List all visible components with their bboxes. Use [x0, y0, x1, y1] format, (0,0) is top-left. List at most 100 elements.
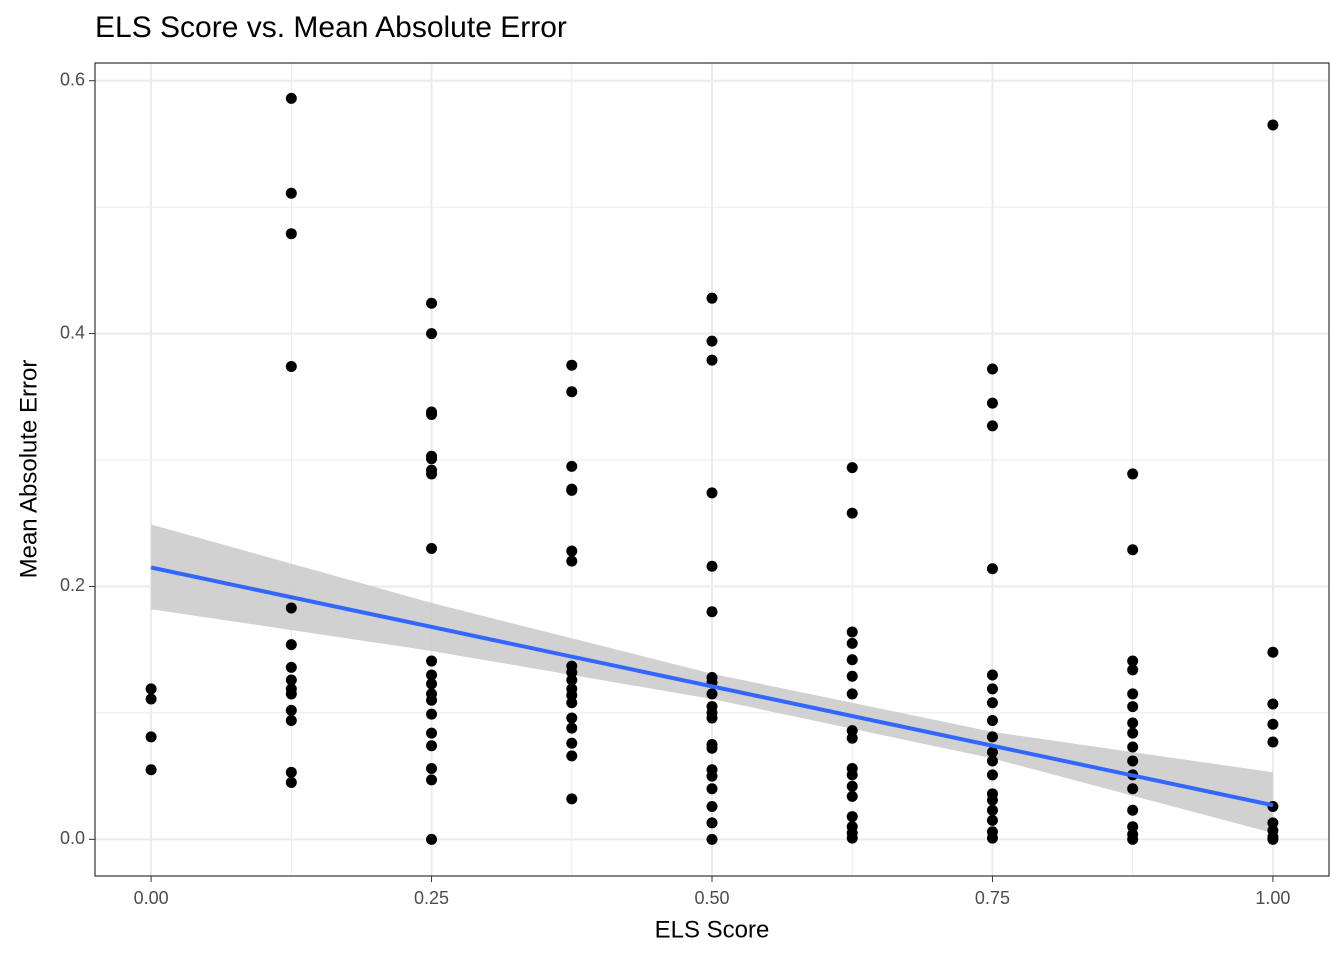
point	[1127, 821, 1139, 833]
point	[706, 688, 718, 700]
point	[986, 420, 998, 432]
point	[846, 670, 858, 682]
point	[285, 661, 297, 673]
point	[426, 833, 438, 845]
point	[1127, 717, 1139, 729]
y-tick-label: 0.2	[60, 575, 85, 595]
point	[706, 354, 718, 366]
point	[1127, 468, 1139, 480]
point	[986, 814, 998, 826]
y-tick-label: 0.6	[60, 69, 85, 89]
point	[426, 740, 438, 752]
point	[846, 732, 858, 744]
point	[706, 606, 718, 618]
point	[566, 674, 578, 686]
point	[145, 731, 157, 743]
point	[426, 763, 438, 775]
y-tick-label: 0.0	[60, 828, 85, 848]
point	[706, 335, 718, 347]
point	[986, 397, 998, 409]
point	[846, 790, 858, 802]
point	[285, 766, 297, 778]
point	[566, 793, 578, 805]
x-tick-label: 0.75	[975, 888, 1010, 908]
point	[846, 811, 858, 823]
point	[846, 769, 858, 781]
point	[1127, 544, 1139, 556]
point	[426, 669, 438, 681]
point	[986, 794, 998, 806]
x-tick-label: 0.25	[414, 888, 449, 908]
point	[986, 697, 998, 709]
regression-line	[150, 565, 1274, 808]
point	[986, 714, 998, 726]
point	[706, 817, 718, 829]
point	[426, 694, 438, 706]
point	[426, 543, 438, 555]
point	[706, 560, 718, 572]
y-axis-title: Mean Absolute Error	[15, 360, 42, 579]
point	[846, 626, 858, 638]
point	[706, 712, 718, 724]
panel-border	[94, 62, 1330, 877]
point	[1267, 736, 1279, 748]
point	[1127, 833, 1139, 845]
point	[426, 297, 438, 309]
point	[285, 92, 297, 104]
point	[566, 712, 578, 724]
point	[145, 693, 157, 705]
point	[986, 832, 998, 844]
point	[285, 187, 297, 199]
point	[986, 755, 998, 767]
point	[426, 678, 438, 690]
point	[846, 725, 858, 737]
point	[426, 468, 438, 480]
point	[285, 688, 297, 700]
point	[1127, 688, 1139, 700]
point	[846, 832, 858, 844]
point	[426, 774, 438, 786]
point	[986, 669, 998, 681]
point	[1127, 755, 1139, 767]
point	[706, 742, 718, 754]
point	[426, 708, 438, 720]
y-tick-label: 0.4	[60, 322, 85, 342]
point	[986, 731, 998, 743]
point	[145, 683, 157, 695]
point	[706, 800, 718, 812]
point	[846, 637, 858, 649]
point	[706, 783, 718, 795]
point	[566, 750, 578, 762]
point	[846, 688, 858, 700]
point	[566, 689, 578, 701]
x-tick-label: 1.00	[1255, 888, 1290, 908]
point	[566, 460, 578, 472]
point	[426, 727, 438, 739]
point	[846, 462, 858, 474]
point	[706, 292, 718, 304]
point	[566, 666, 578, 678]
point	[1127, 783, 1139, 795]
point	[566, 484, 578, 496]
point	[1267, 718, 1279, 730]
point	[285, 776, 297, 788]
x-axis-title: ELS Score	[655, 916, 770, 943]
point	[986, 563, 998, 575]
point	[426, 655, 438, 667]
point	[145, 764, 157, 776]
point	[566, 545, 578, 557]
point	[1127, 727, 1139, 739]
point	[285, 639, 297, 651]
x-tick-label: 0.00	[134, 888, 169, 908]
point	[285, 704, 297, 716]
point	[285, 360, 297, 372]
point	[285, 602, 297, 614]
point	[426, 328, 438, 340]
point	[706, 487, 718, 499]
point	[426, 408, 438, 420]
point	[1127, 741, 1139, 753]
point	[846, 507, 858, 519]
point	[1267, 698, 1279, 710]
point	[1127, 664, 1139, 676]
point	[285, 228, 297, 240]
